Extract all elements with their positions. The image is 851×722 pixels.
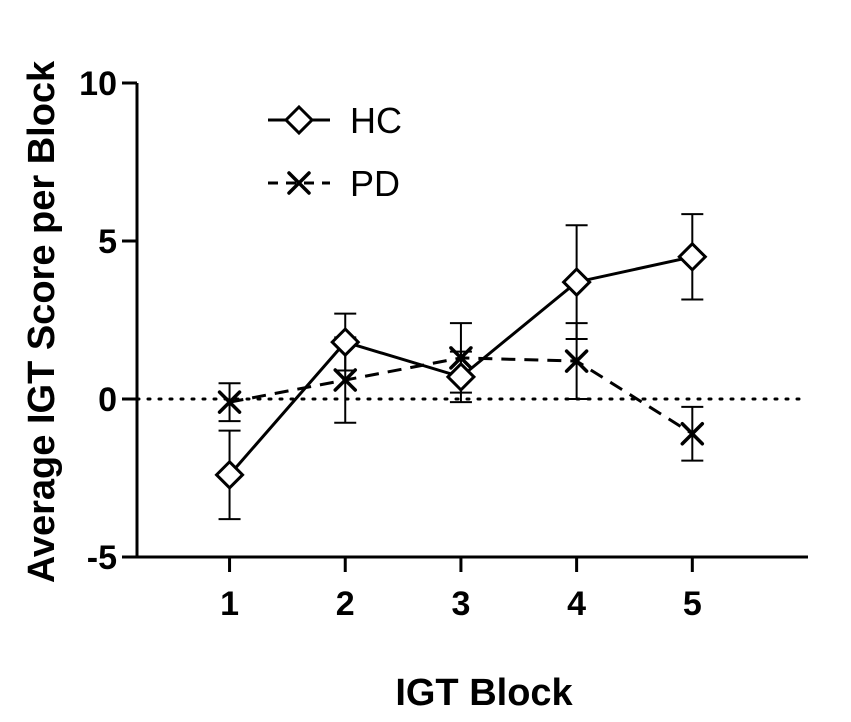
x-tick-label: 1 xyxy=(220,585,239,623)
data-point xyxy=(333,368,357,392)
x-tick-label: 4 xyxy=(567,585,586,623)
data-point xyxy=(680,422,705,446)
legend-entry-hc: HC xyxy=(268,100,402,141)
data-point xyxy=(564,349,589,373)
x-axis-title: IGT Block xyxy=(395,672,573,714)
series-hc xyxy=(214,213,708,521)
legend-entry-pd: PD xyxy=(268,163,400,204)
x-tick-label: 5 xyxy=(683,585,702,623)
legend: HC PD xyxy=(268,100,402,204)
data-point xyxy=(214,459,245,490)
y-tick-label: 5 xyxy=(98,223,117,261)
legend-marker xyxy=(283,104,315,136)
legend-label: HC xyxy=(350,100,402,141)
x-tick-label: 2 xyxy=(336,585,355,623)
data-point xyxy=(677,241,708,272)
series-layer xyxy=(214,213,708,521)
data-point xyxy=(330,326,361,358)
y-tick-label: 10 xyxy=(79,65,117,103)
data-point xyxy=(217,390,242,414)
y-axis-title: Average IGT Score per Block xyxy=(21,60,63,583)
y-tick-label: 0 xyxy=(98,381,117,419)
legend-marker xyxy=(287,171,311,195)
legend-label: PD xyxy=(350,163,400,204)
x-tick-label: 3 xyxy=(451,585,470,623)
data-point xyxy=(445,361,477,393)
axis-frame xyxy=(135,83,808,559)
data-point xyxy=(561,266,592,298)
y-tick-label: -5 xyxy=(87,539,117,577)
axes: 10 5 0 -5 1 2 3 4 5 xyxy=(79,65,808,623)
